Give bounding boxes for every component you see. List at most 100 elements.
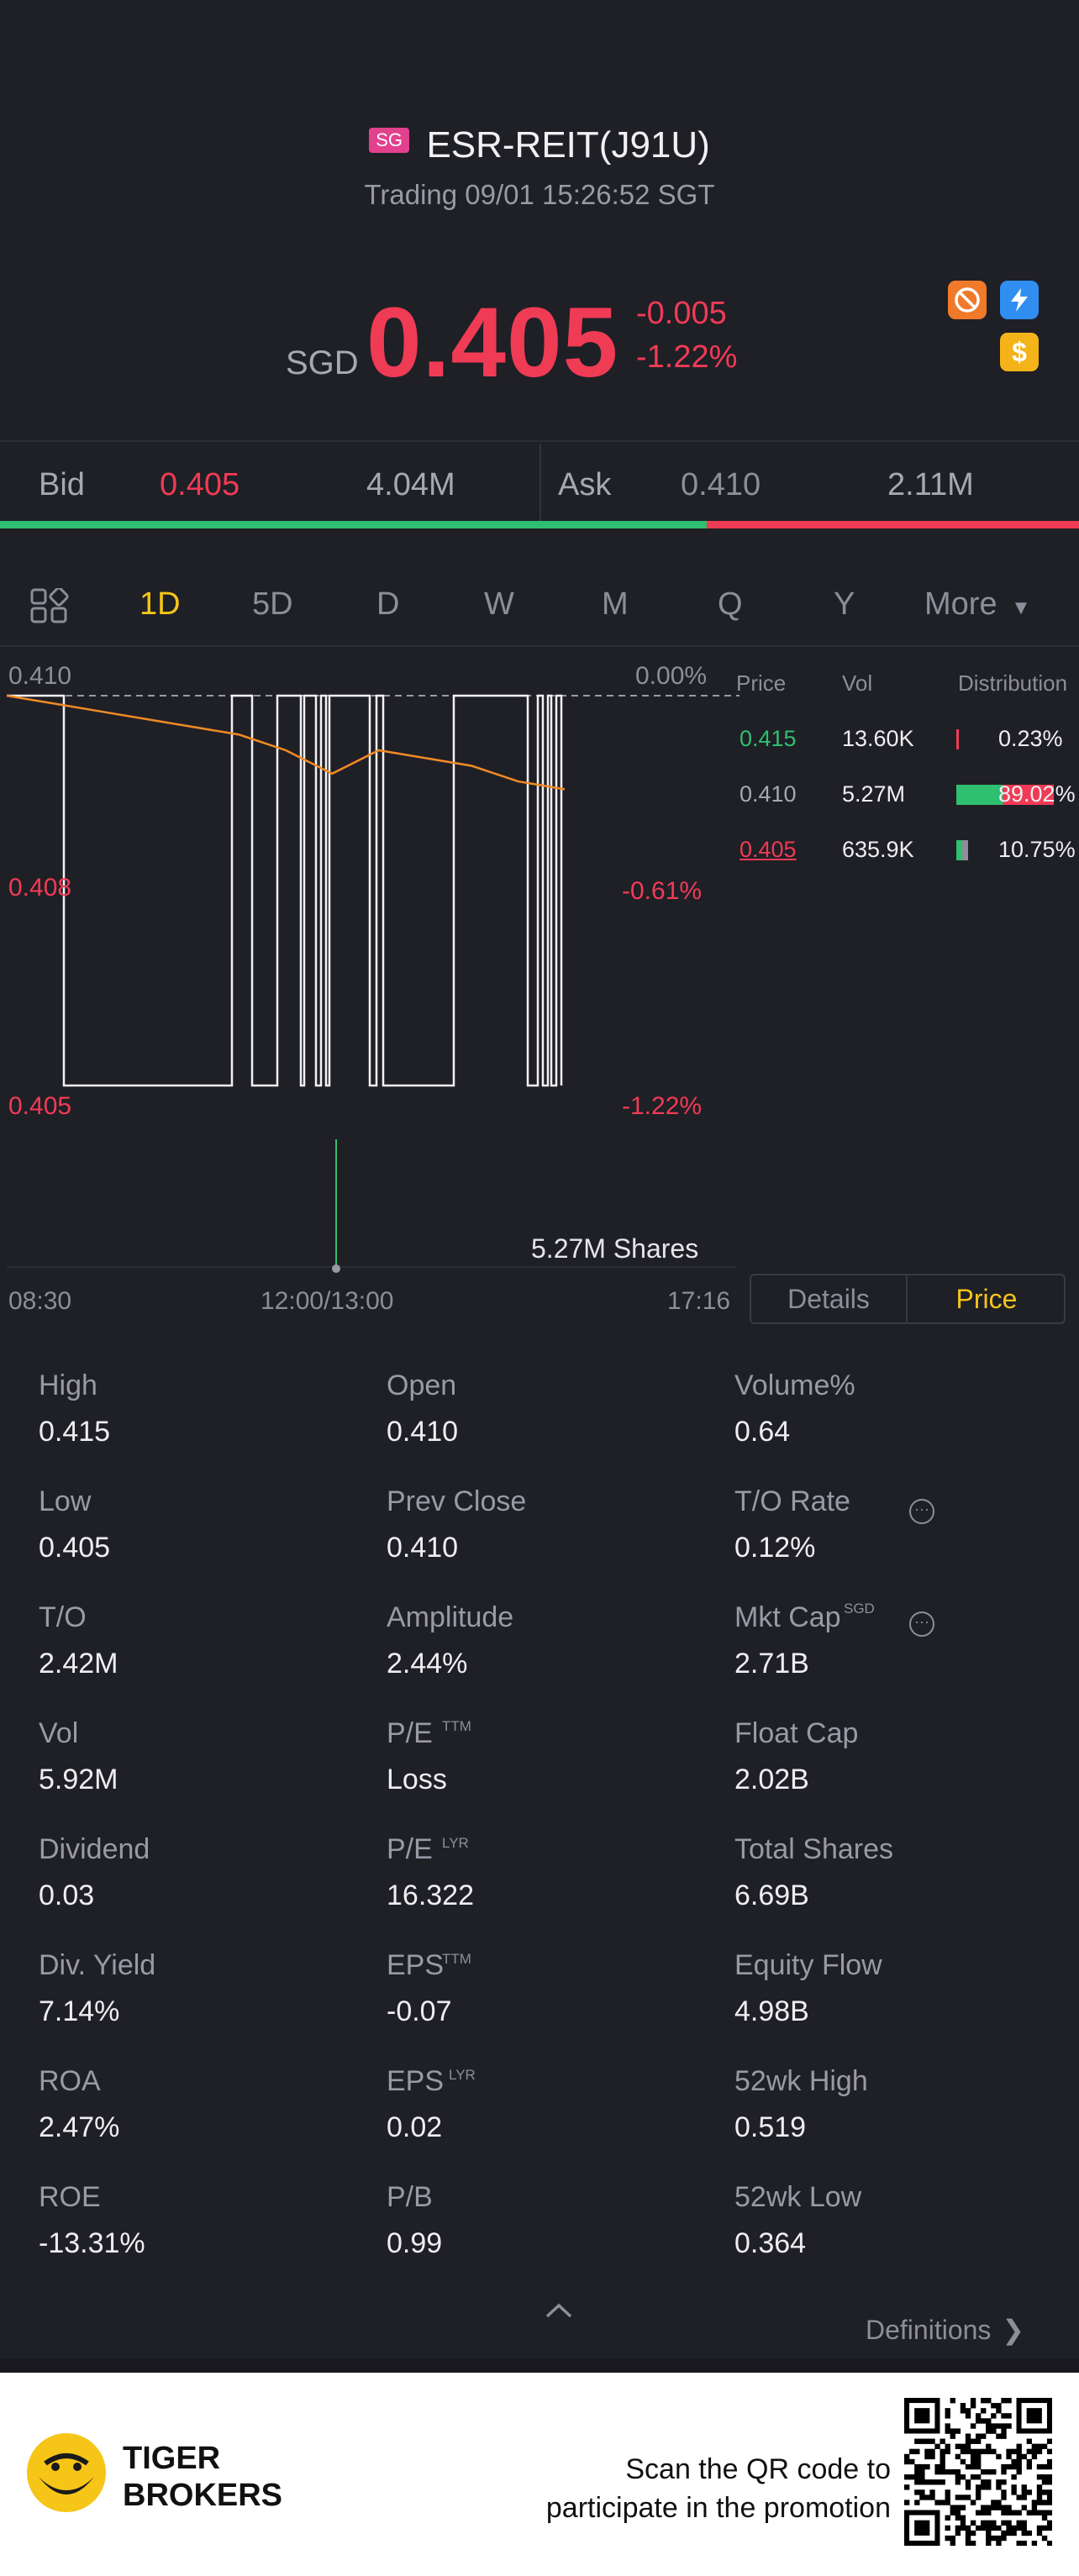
tiger-logo-icon	[25, 2431, 108, 2518]
dollar-icon[interactable]: $	[1000, 333, 1039, 371]
stat-cell: ROE -13.31%	[39, 2181, 145, 2260]
tab-y[interactable]: Y	[834, 586, 855, 622]
qr-code-icon[interactable]	[904, 2398, 1053, 2550]
stat-value: 4.98B	[734, 1995, 809, 2027]
stat-cell: Float Cap 2.02B	[734, 1717, 858, 1796]
stat-value: 0.410	[387, 1416, 459, 1448]
stat-cell: T/O 2.42M	[39, 1601, 118, 1680]
intraday-chart[interactable]: 0.410 0.408 0.405 0.00% -0.61% -1.22% 5.…	[0, 649, 740, 1338]
stat-label: Total Shares	[734, 1833, 893, 1865]
stat-label: T/O Rate	[734, 1485, 850, 1517]
stat-value: Loss	[387, 1764, 447, 1795]
price-line	[7, 694, 563, 1087]
dist-price: 0.410	[740, 781, 797, 807]
dist-vol: 635.9K	[842, 837, 914, 862]
promo-line-2: participate in the promotion	[545, 2492, 891, 2524]
stat-value: 2.44%	[387, 1648, 468, 1680]
no-entry-icon[interactable]	[948, 281, 987, 319]
pe-ttm-sup: TTM	[442, 1718, 471, 1734]
details-price-toggle: Details Price	[750, 1274, 1066, 1324]
stat-value: 5.92M	[39, 1764, 118, 1795]
price-button[interactable]: Price	[955, 1284, 1018, 1314]
price-change-pct: -1.22%	[636, 339, 738, 375]
dist-bar	[956, 729, 959, 749]
dist-header-vol: Vol	[842, 670, 873, 696]
brand-line-1: TIGER	[123, 2441, 221, 2476]
stat-label: ROA	[39, 2065, 101, 2097]
tab-q[interactable]: Q	[718, 586, 743, 622]
grid-layout-icon[interactable]	[30, 586, 69, 628]
to-rate-info-icon[interactable]: ···	[909, 1499, 934, 1524]
stat-cell: Equity Flow 4.98B	[734, 1949, 882, 2028]
stat-value: 6.69B	[734, 1879, 809, 1911]
region-badge: SG	[369, 128, 409, 153]
dist-header-distribution: Distribution	[958, 670, 1068, 696]
tab-m[interactable]: M	[602, 586, 629, 622]
collapse-chevron-icon[interactable]	[545, 2302, 573, 2323]
stat-value: 0.410	[387, 1532, 459, 1564]
stat-cell: EPS -0.07	[387, 1949, 452, 2028]
mktcap-info-icon[interactable]: ···	[909, 1611, 934, 1637]
stat-cell: EPS 0.02	[387, 2065, 444, 2144]
stat-label: Dividend	[39, 1833, 150, 1865]
stat-value: -0.07	[387, 1995, 452, 2027]
stat-label: 52wk High	[734, 2065, 868, 2097]
tab-1d[interactable]: 1D	[139, 586, 181, 622]
stat-value: 2.02B	[734, 1764, 809, 1795]
definitions-link[interactable]: Definitions ❯	[866, 2314, 1024, 2346]
stat-value: 0.99	[387, 2227, 443, 2259]
tab-w[interactable]: W	[484, 586, 514, 622]
stat-cell: P/E 16.322	[387, 1833, 474, 1912]
stat-label: Low	[39, 1485, 92, 1517]
details-button[interactable]: Details	[751, 1275, 908, 1322]
eps-ttm-sup: TTM	[442, 1951, 471, 1967]
lightning-icon[interactable]	[1000, 281, 1039, 319]
stat-label: 52wk Low	[734, 2181, 862, 2213]
tab-more-label: More	[924, 586, 997, 622]
stat-label: Amplitude	[387, 1601, 514, 1633]
promo-footer: TIGER BROKERS Scan the QR code to partic…	[0, 2373, 1079, 2576]
stat-cell: Low 0.405	[39, 1485, 110, 1564]
promo-text: Scan the QR code to participate in the p…	[471, 2450, 891, 2527]
stat-cell: ROA 2.47%	[39, 2065, 119, 2144]
ask-ratio-bar	[707, 521, 1079, 528]
dist-vol: 5.27M	[842, 781, 906, 807]
pct-label-bot: -1.22%	[622, 1092, 703, 1120]
pct-label-mid: -0.61%	[622, 877, 703, 905]
stat-value: 0.64	[734, 1416, 791, 1448]
x-label-mid: 12:00/13:00	[261, 1287, 394, 1315]
stat-value: -13.31%	[39, 2227, 145, 2259]
y-label-bot: 0.405	[8, 1092, 72, 1120]
bid-label: Bid	[39, 467, 85, 502]
stat-value: 0.12%	[734, 1532, 816, 1564]
stat-cell: Vol 5.92M	[39, 1717, 118, 1796]
price-change: -0.005	[636, 296, 727, 331]
stat-label: Open	[387, 1369, 457, 1401]
eps-lyr-sup: LYR	[449, 2067, 476, 2083]
stat-cell: 52wk High 0.519	[734, 2065, 868, 2144]
tab-more[interactable]: More ▼	[924, 586, 1031, 623]
trading-status: Trading 09/01 15:26:52 SGT	[364, 179, 715, 210]
dist-price: 0.415	[740, 726, 797, 751]
dist-pct: 89.02%	[998, 781, 1076, 807]
tab-5d[interactable]: 5D	[252, 586, 293, 622]
tab-d[interactable]: D	[376, 586, 400, 622]
stat-value: 2.47%	[39, 2111, 120, 2143]
brand-name: TIGER BROKERS	[123, 2440, 282, 2514]
bid-ratio-bar	[0, 521, 707, 528]
stat-label: Prev Close	[387, 1485, 527, 1517]
stat-cell: High 0.415	[39, 1369, 110, 1448]
average-price-line	[6, 694, 566, 791]
last-price: 0.405	[366, 287, 619, 398]
ask-label: Ask	[558, 467, 612, 502]
ask-size: 2.11M	[887, 467, 974, 502]
stat-label: P/E	[387, 1833, 433, 1865]
pct-label-top: 0.00%	[635, 662, 708, 690]
y-label-mid: 0.408	[8, 874, 72, 902]
stat-label: EPS	[387, 1949, 445, 1981]
stat-value: 0.03	[39, 1879, 95, 1911]
stat-cell: Open 0.410	[387, 1369, 458, 1448]
bid-size: 4.04M	[366, 467, 455, 502]
dist-header-price: Price	[736, 670, 787, 696]
stat-value: 16.322	[387, 1879, 474, 1911]
